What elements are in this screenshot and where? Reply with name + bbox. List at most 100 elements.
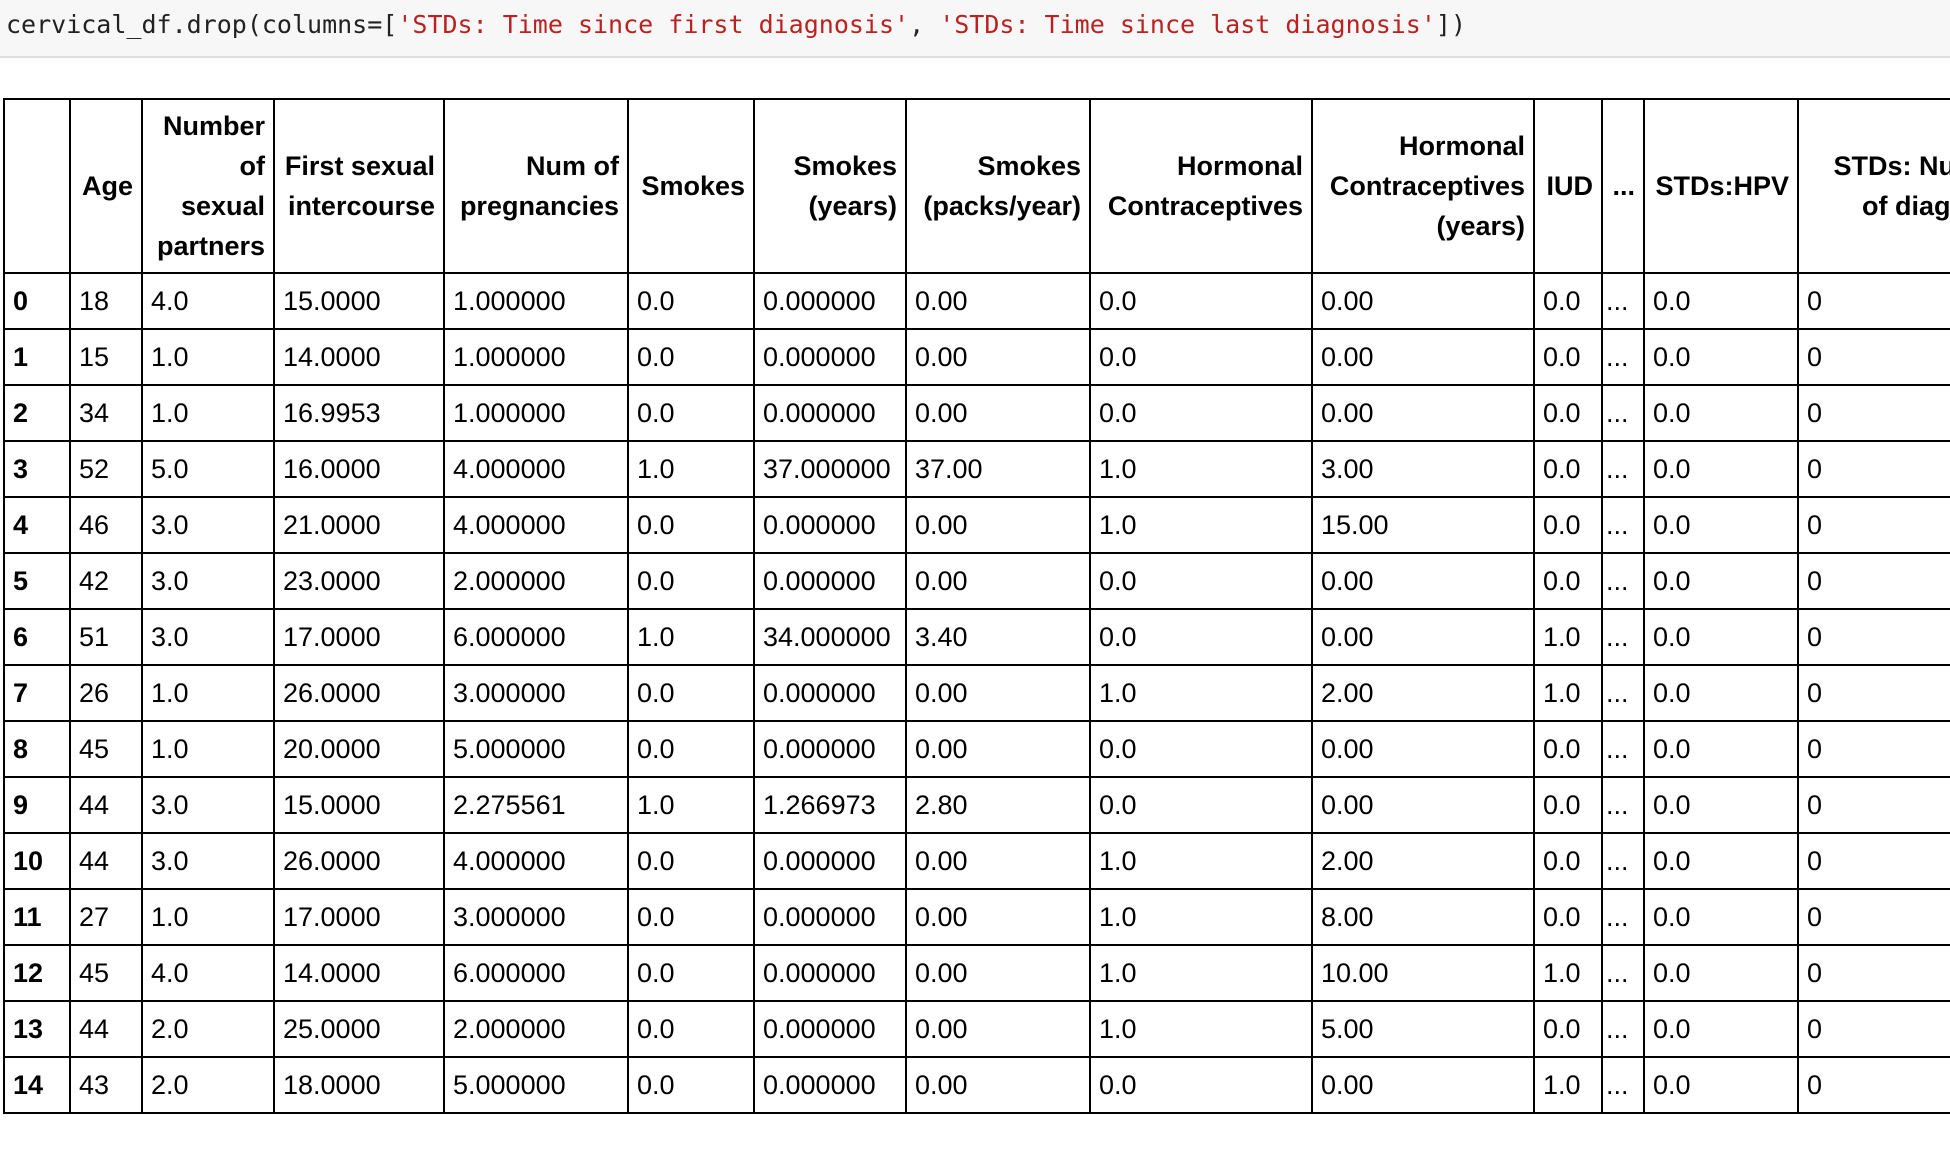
table-row: 9 44 3.0 15.0000 2.275561 1.0 1.266973 2.80 0.0 0… [3,776,1950,834]
code-string-first: 'STDs: Time since first diagnosis' [397,10,910,39]
table-cell: 1.0 [1089,1000,1313,1058]
row-index: 0 [3,272,71,330]
table-cell: 5.0 [141,440,275,498]
table-cell: 0 [1797,552,1950,610]
row-index: 8 [3,720,71,778]
table-cell: 0.0 [1643,776,1799,834]
table-row: 3 52 5.0 16.0000 4.000000 1.0 37.000000 37.00 1.… [3,440,1950,498]
table-cell: 0.0 [1643,944,1799,1002]
code-separator: , [909,10,940,39]
table-cell: 0 [1797,440,1950,498]
ellipsis-cell: ... [1601,776,1645,834]
table-cell: 6.000000 [443,944,629,1002]
row-index: 6 [3,608,71,666]
table-cell: 0.0 [627,720,755,778]
table-cell: 3.0 [141,496,275,554]
table-cell: 0.00 [1311,608,1535,666]
table-cell: 0.0 [1643,1056,1799,1114]
table-cell: 23.0000 [273,552,445,610]
table-cell: 0.00 [1311,384,1535,442]
table-cell: 1.0 [1089,664,1313,722]
table-cell: 46 [69,496,143,554]
table-cell: 0 [1797,272,1950,330]
table-row: 10 44 3.0 26.0000 4.000000 0.0 0.000000 0.00 1.0… [3,832,1950,890]
table-cell: 0.0 [1089,384,1313,442]
table-cell: 0.00 [905,664,1091,722]
table-cell: 1.0 [627,608,755,666]
table-cell: 0.000000 [753,720,907,778]
table-cell: 0.00 [905,888,1091,946]
table-cell: 0.0 [627,1056,755,1114]
column-header: Hormonal Contraceptives [1089,98,1313,274]
table-cell: 1.0 [1533,664,1603,722]
table-cell: 15.0000 [273,776,445,834]
table-cell: 1.0 [1089,944,1313,1002]
table-cell: 0 [1797,328,1950,386]
table-cell: 5.000000 [443,1056,629,1114]
row-index: 7 [3,664,71,722]
table-cell: 0 [1797,496,1950,554]
table-cell: 25.0000 [273,1000,445,1058]
table-row: 8 45 1.0 20.0000 5.000000 0.0 0.000000 0.00 0.0 0… [3,720,1950,778]
table-cell: 51 [69,608,143,666]
table-cell: 0.0 [627,664,755,722]
table-cell: 0.000000 [753,888,907,946]
table-cell: 0.00 [1311,272,1535,330]
column-header: STDs: Number of diagnosis [1797,98,1950,274]
table-cell: 0.000000 [753,272,907,330]
table-cell: 37.000000 [753,440,907,498]
table-cell: 1.000000 [443,328,629,386]
table-cell: 0 [1797,1056,1950,1114]
table-cell: 0.00 [905,944,1091,1002]
table-cell: 1.0 [1533,944,1603,1002]
table-cell: 0.0 [1643,272,1799,330]
table-cell: 1.0 [141,328,275,386]
table-cell: 0.0 [1089,272,1313,330]
code-cell[interactable]: cervical_df.drop(columns=['STDs: Time si… [0,0,1950,58]
row-index: 3 [3,440,71,498]
table-cell: 0.0 [1643,328,1799,386]
table-cell: 2.00 [1311,832,1535,890]
table-cell: 34.000000 [753,608,907,666]
table-row: 12 45 4.0 14.0000 6.000000 0.0 0.000000 0.00 1.0… [3,944,1950,1002]
table-cell: 4.000000 [443,440,629,498]
row-index: 9 [3,776,71,834]
table-cell: 0.0 [627,832,755,890]
table-cell: 0.000000 [753,944,907,1002]
table-cell: 44 [69,832,143,890]
table-cell: 44 [69,776,143,834]
table-cell: 0 [1797,1000,1950,1058]
row-index: 4 [3,496,71,554]
table-cell: 0.0 [1533,440,1603,498]
table-cell: 4.0 [141,272,275,330]
table-cell: 17.0000 [273,888,445,946]
table-cell: 15 [69,328,143,386]
table-cell: 8.00 [1311,888,1535,946]
ellipsis-cell: ... [1601,496,1645,554]
table-header: Age Number of sexual partners First sexual… [3,98,1950,274]
table-cell: 27 [69,888,143,946]
table-cell: 5.000000 [443,720,629,778]
table-cell: 0 [1797,608,1950,666]
table-cell: 0.0 [1533,552,1603,610]
table-cell: 2.000000 [443,552,629,610]
table-cell: 0 [1797,832,1950,890]
row-index: 11 [3,888,71,946]
table-row: 0 18 4.0 15.0000 1.000000 0.0 0.000000 0.00 0.0 0… [3,272,1950,330]
table-cell: 0.0 [1643,720,1799,778]
table-cell: 0.0 [1089,1056,1313,1114]
table-cell: 0.00 [905,328,1091,386]
table-cell: 0.000000 [753,832,907,890]
table-cell: 0.0 [1089,608,1313,666]
table-cell: 0.0 [1089,552,1313,610]
ellipsis-cell: ... [1601,664,1645,722]
table-cell: 52 [69,440,143,498]
table-row: 5 42 3.0 23.0000 2.000000 0.0 0.000000 0.00 0.0 0… [3,552,1950,610]
table-cell: 0.0 [1643,496,1799,554]
table-cell: 0.0 [627,328,755,386]
table-cell: 0.0 [627,384,755,442]
row-index: 13 [3,1000,71,1058]
table-cell: 1.0 [1089,832,1313,890]
table-cell: 0.0 [627,552,755,610]
table-cell: 0.0 [1533,496,1603,554]
